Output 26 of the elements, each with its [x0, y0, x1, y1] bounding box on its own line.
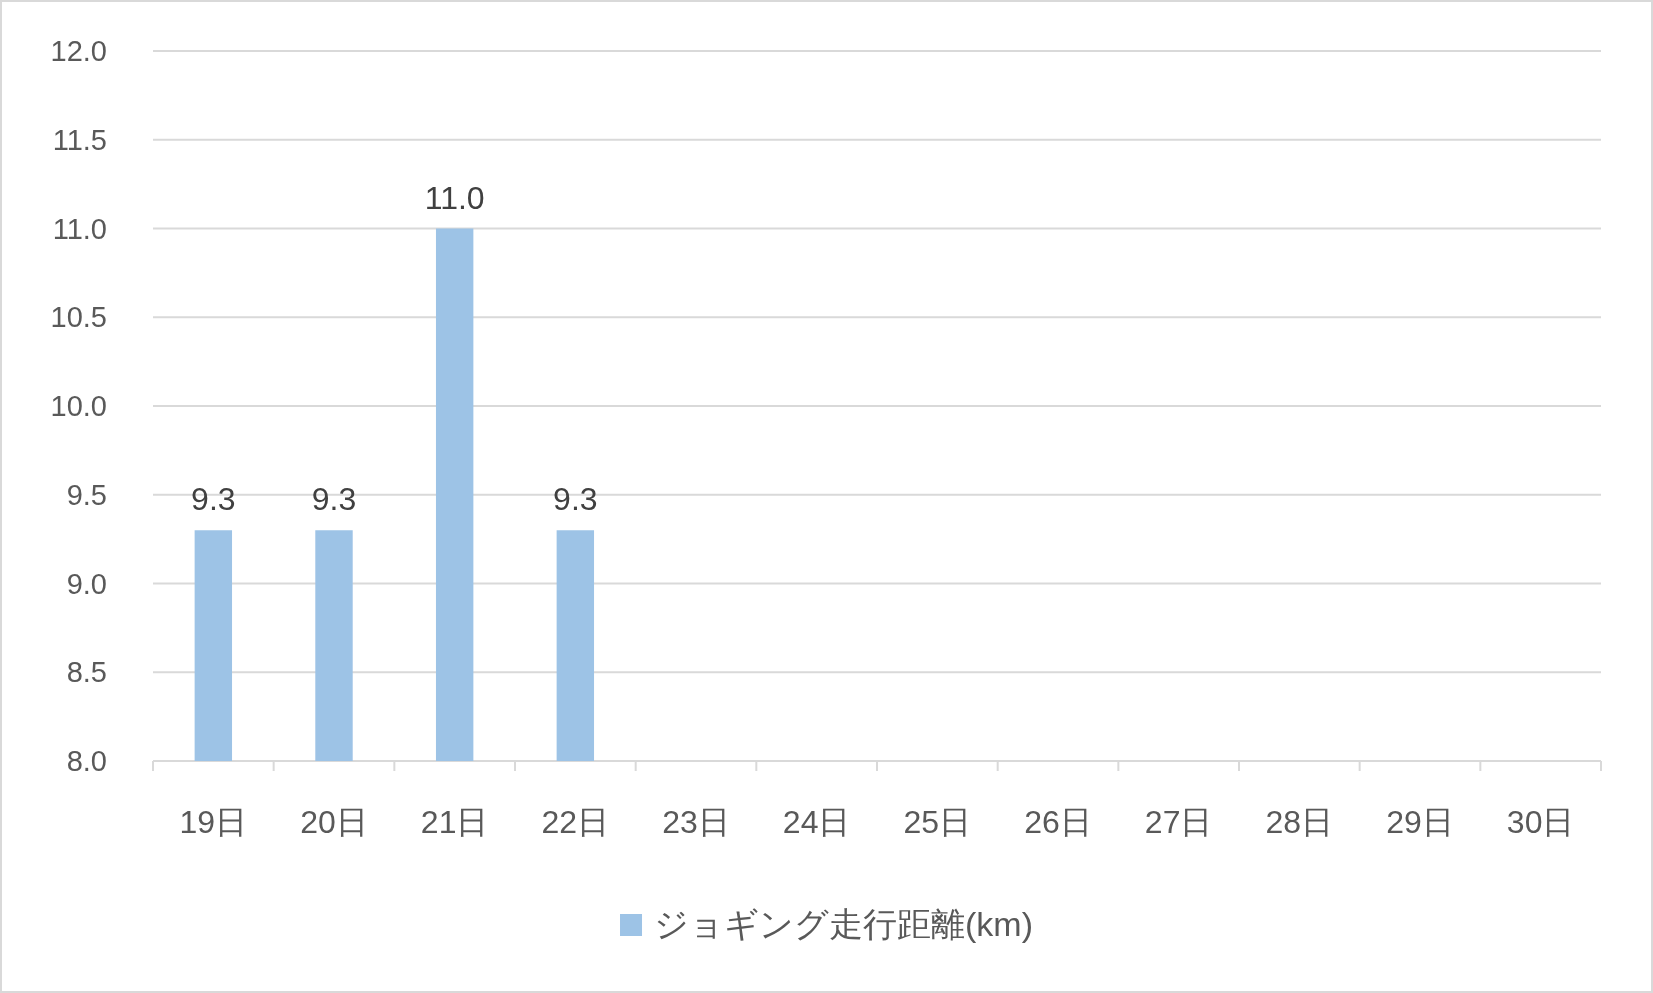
x-tick-label: 19日	[179, 804, 248, 840]
y-tick-label: 12.0	[50, 35, 107, 67]
data-label: 9.3	[191, 481, 236, 518]
data-label: 9.3	[311, 481, 357, 518]
x-tick-label: 27日	[1144, 804, 1213, 840]
y-tick-label: 11.0	[52, 212, 107, 245]
y-tick-label: 10.0	[50, 390, 107, 422]
x-tick-label: 24日	[782, 804, 851, 840]
x-tick-label: 28日	[1265, 804, 1334, 840]
y-tick-label: 9.0	[66, 567, 107, 600]
x-tick-label: 30日	[1506, 804, 1575, 840]
y-tick-label: 8.5	[66, 656, 107, 689]
x-tick-label: 20日	[300, 804, 368, 840]
y-tick-label: 9.5	[66, 478, 107, 511]
legend-label: ジョギング走行距離(km)	[654, 905, 1033, 943]
data-label: 11.0	[424, 179, 485, 216]
x-tick-label: 21日	[420, 804, 489, 840]
x-tick-label: 23日	[662, 804, 730, 840]
y-tick-label: 11.5	[52, 123, 107, 156]
y-tick-label: 10.5	[50, 301, 107, 334]
x-tick-label: 22日	[541, 804, 610, 840]
y-tick-label: 8.0	[66, 745, 107, 777]
data-label: 9.3	[553, 481, 598, 518]
x-tick-label: 29日	[1386, 804, 1454, 840]
x-tick-label: 26日	[1024, 804, 1092, 840]
x-tick-label: 25日	[903, 804, 972, 840]
